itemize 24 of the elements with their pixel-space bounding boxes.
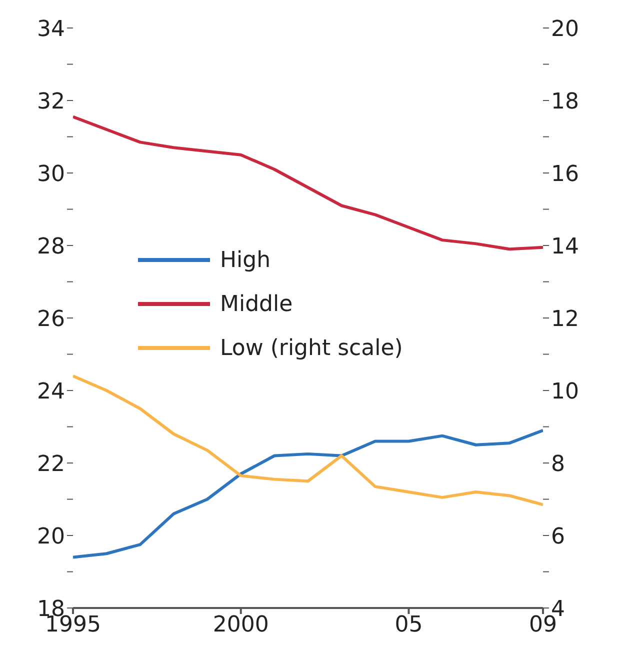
line-series	[73, 428, 543, 559]
legend-label: High	[220, 248, 271, 272]
y-tick-label: 30	[37, 162, 65, 187]
x-tick-label: 2000	[212, 612, 269, 638]
legend-label: Low (right scale)	[220, 336, 403, 360]
y-tick-label: 26	[37, 306, 65, 332]
line-series	[73, 115, 543, 251]
y2-tick-label: 6	[551, 524, 565, 550]
y-tick-label: 32	[37, 89, 65, 114]
y2-tick-label: 18	[551, 89, 579, 114]
y2-tick-label: 8	[551, 452, 565, 477]
y-tick-label: 22	[37, 452, 65, 477]
y-tick-label: 34	[37, 16, 65, 42]
y2-tick-label: 10	[551, 379, 579, 404]
y2-tick-label: 16	[551, 162, 579, 187]
y2-tick-label: 20	[551, 16, 579, 42]
y2-tick-label: 12	[551, 306, 579, 332]
y-tick-label: 20	[37, 524, 65, 550]
line-series	[73, 374, 543, 506]
x-tick-label: 05	[394, 612, 423, 638]
y-tick-label: 28	[37, 234, 65, 260]
legend-label: Middle	[220, 292, 293, 316]
y-tick-label: 24	[37, 379, 65, 404]
y2-tick-label: 14	[551, 234, 579, 260]
